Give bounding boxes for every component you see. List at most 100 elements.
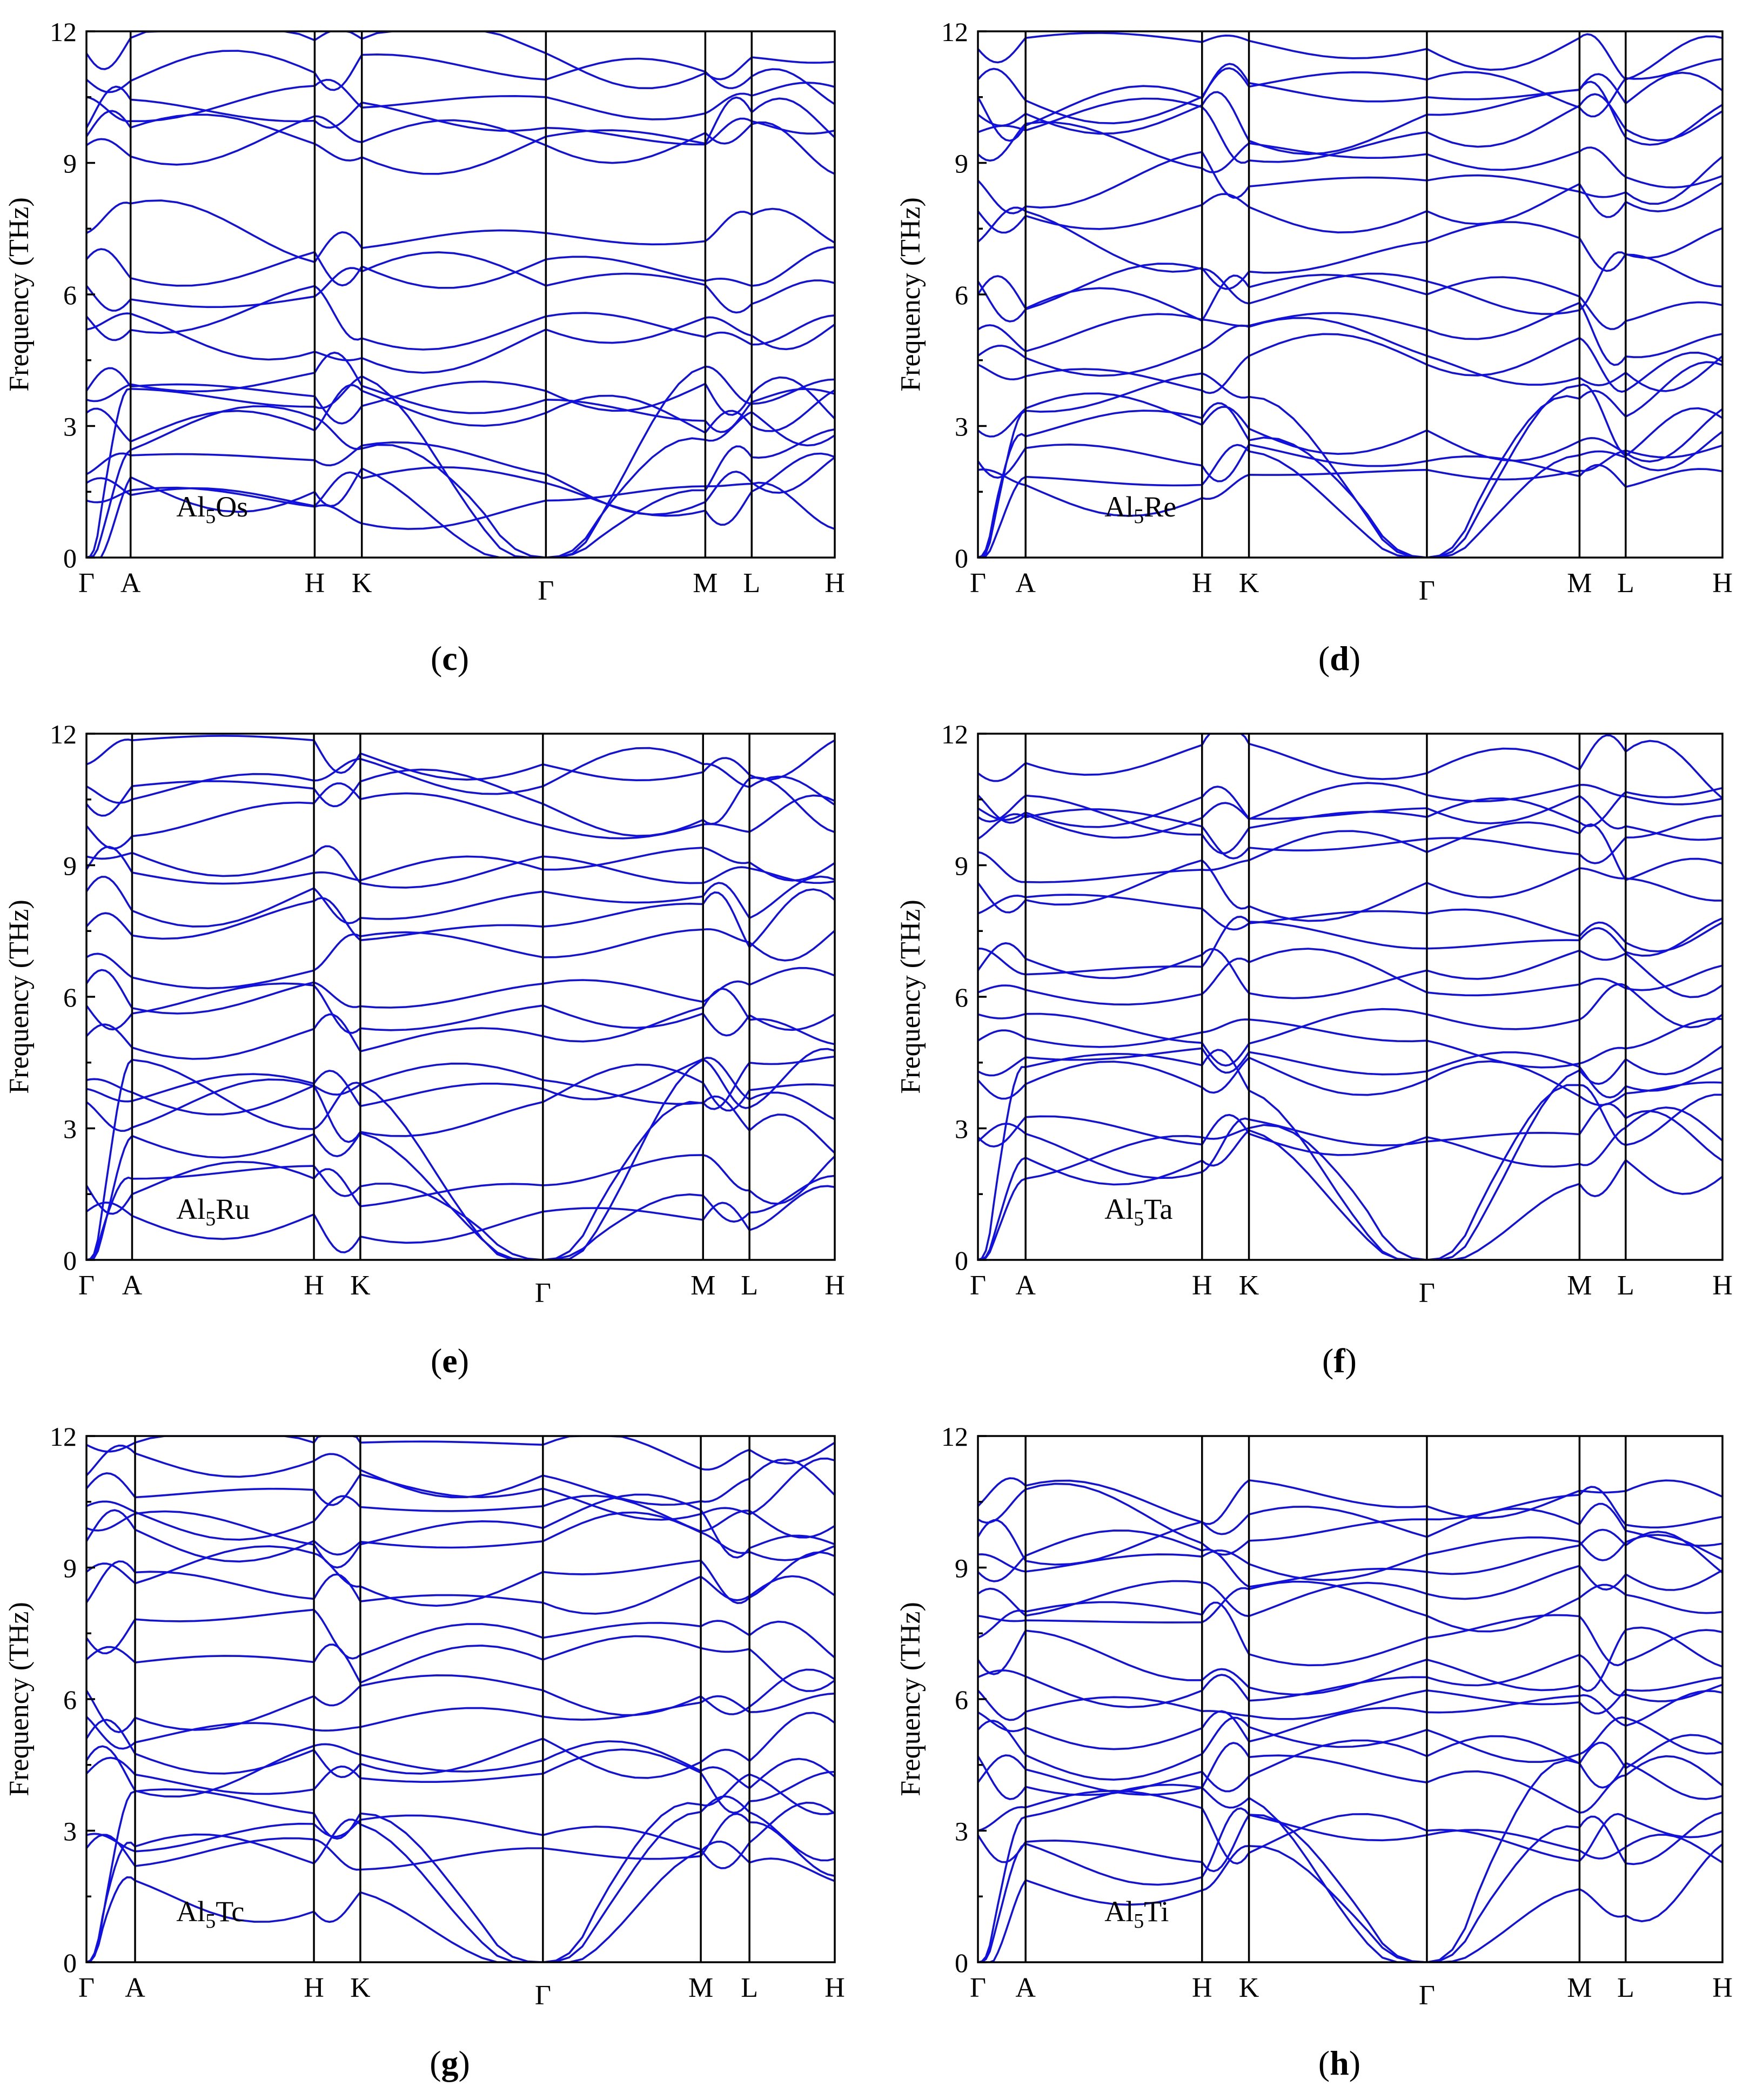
panel-caption-f: (f)	[1322, 1341, 1357, 1380]
band-d-11	[978, 251, 1722, 323]
band-g-12	[86, 1608, 835, 1660]
kpoint-label-f-4: Γ	[1419, 1278, 1435, 1309]
kpoint-label-g-6: L	[741, 1972, 758, 2003]
band-c-6	[86, 441, 835, 516]
ytick-label-f-3: 9	[955, 851, 968, 881]
kpoint-label-f-1: A	[1015, 1270, 1036, 1301]
panel-caption-c: (c)	[431, 639, 469, 677]
band-g-2	[86, 1795, 835, 1962]
band-c-12	[86, 251, 835, 314]
ytick-label-c-4: 12	[50, 17, 77, 47]
band-h-7	[978, 1734, 1722, 1800]
band-f-8	[978, 1017, 1722, 1069]
band-d-20	[978, 32, 1722, 80]
band-c-10	[86, 312, 835, 374]
kpoint-label-e-4: Γ	[535, 1278, 551, 1309]
band-f-7	[978, 1047, 1722, 1099]
band-h-11	[978, 1654, 1722, 1708]
band-e-8	[86, 1055, 835, 1116]
band-c-11	[86, 285, 835, 351]
kpoint-label-e-3: K	[350, 1270, 371, 1301]
band-f-16	[978, 808, 1722, 864]
band-e-13	[86, 888, 835, 949]
kpoint-label-f-6: L	[1617, 1270, 1634, 1301]
band-c-15	[86, 115, 835, 175]
ylabel-g: Frequency (THz)	[4, 1602, 35, 1796]
band-g-5	[86, 1801, 835, 1869]
band-d-6	[978, 392, 1722, 463]
band-e-17	[86, 782, 835, 850]
band-g-9	[86, 1692, 835, 1750]
band-f-5	[978, 1106, 1722, 1168]
band-e-12	[86, 928, 835, 989]
band-h-5	[978, 1789, 1722, 1865]
ytick-label-g-0: 0	[63, 1948, 77, 1978]
band-h-4	[978, 1814, 1722, 1873]
compound-label-f: Al5Ta	[1104, 1193, 1172, 1230]
band-h-1	[978, 1843, 1722, 1962]
kpoint-label-c-6: L	[743, 568, 760, 599]
band-d-3	[978, 361, 1722, 558]
band-g-10	[86, 1668, 835, 1733]
kpoint-label-d-3: K	[1239, 568, 1259, 599]
ytick-label-f-1: 3	[955, 1114, 968, 1144]
band-e-7	[86, 1057, 835, 1121]
band-h-12	[978, 1626, 1722, 1696]
band-f-14	[978, 859, 1722, 922]
band-g-6	[86, 1748, 835, 1814]
band-h-9	[978, 1690, 1722, 1750]
ylabel-d: Frequency (THz)	[895, 197, 926, 392]
kpoint-label-d-2: H	[1192, 568, 1212, 599]
compound-label-e: Al5Ru	[176, 1193, 250, 1230]
kpoint-label-d-5: M	[1567, 568, 1592, 599]
band-e-15	[86, 846, 835, 885]
band-g-14	[86, 1545, 835, 1607]
ylabel-f: Frequency (THz)	[895, 900, 926, 1094]
band-h-19	[978, 1482, 1722, 1556]
kpoint-label-d-6: L	[1617, 568, 1634, 599]
band-h-18	[978, 1502, 1722, 1566]
band-d-1	[978, 430, 1722, 558]
band-c-5	[86, 452, 835, 526]
band-d-5	[978, 444, 1722, 488]
ytick-label-f-0: 0	[955, 1245, 968, 1276]
kpoint-label-e-6: L	[741, 1270, 758, 1301]
ytick-label-g-2: 6	[63, 1685, 77, 1715]
band-f-6	[978, 1056, 1722, 1106]
band-d-19	[978, 58, 1722, 124]
ytick-label-h-4: 12	[941, 1421, 968, 1452]
kpoint-label-c-1: A	[120, 568, 141, 599]
band-c-7	[86, 384, 835, 443]
band-d-13	[978, 182, 1722, 234]
ylabel-e: Frequency (THz)	[4, 900, 35, 1094]
band-d-17	[978, 80, 1722, 155]
kpoint-label-c-2: H	[305, 568, 325, 599]
band-f-1	[978, 1124, 1722, 1260]
ytick-label-f-4: 12	[941, 719, 968, 749]
band-c-20	[86, 31, 835, 89]
bands-d	[978, 32, 1722, 558]
kpoint-label-h-5: M	[1567, 1972, 1592, 2003]
kpoint-label-h-7: H	[1712, 1972, 1733, 2003]
kpoint-label-d-7: H	[1712, 568, 1733, 599]
ytick-label-e-0: 0	[63, 1245, 77, 1276]
band-e-14	[86, 875, 835, 928]
kpoint-label-f-0: Γ	[970, 1270, 986, 1301]
ytick-label-h-3: 9	[955, 1553, 968, 1584]
band-e-10	[86, 982, 835, 1037]
band-g-11	[86, 1635, 835, 1692]
ytick-label-c-3: 9	[63, 149, 77, 179]
ytick-label-c-0: 0	[63, 543, 77, 573]
ytick-label-d-3: 9	[955, 149, 968, 179]
kpoint-label-h-2: H	[1192, 1972, 1212, 2003]
band-g-8	[86, 1712, 835, 1779]
band-h-13	[978, 1601, 1722, 1667]
band-f-12	[978, 916, 1722, 976]
kpoint-label-h-3: K	[1239, 1972, 1259, 2003]
band-d-4	[978, 444, 1722, 517]
band-d-8	[978, 317, 1722, 392]
